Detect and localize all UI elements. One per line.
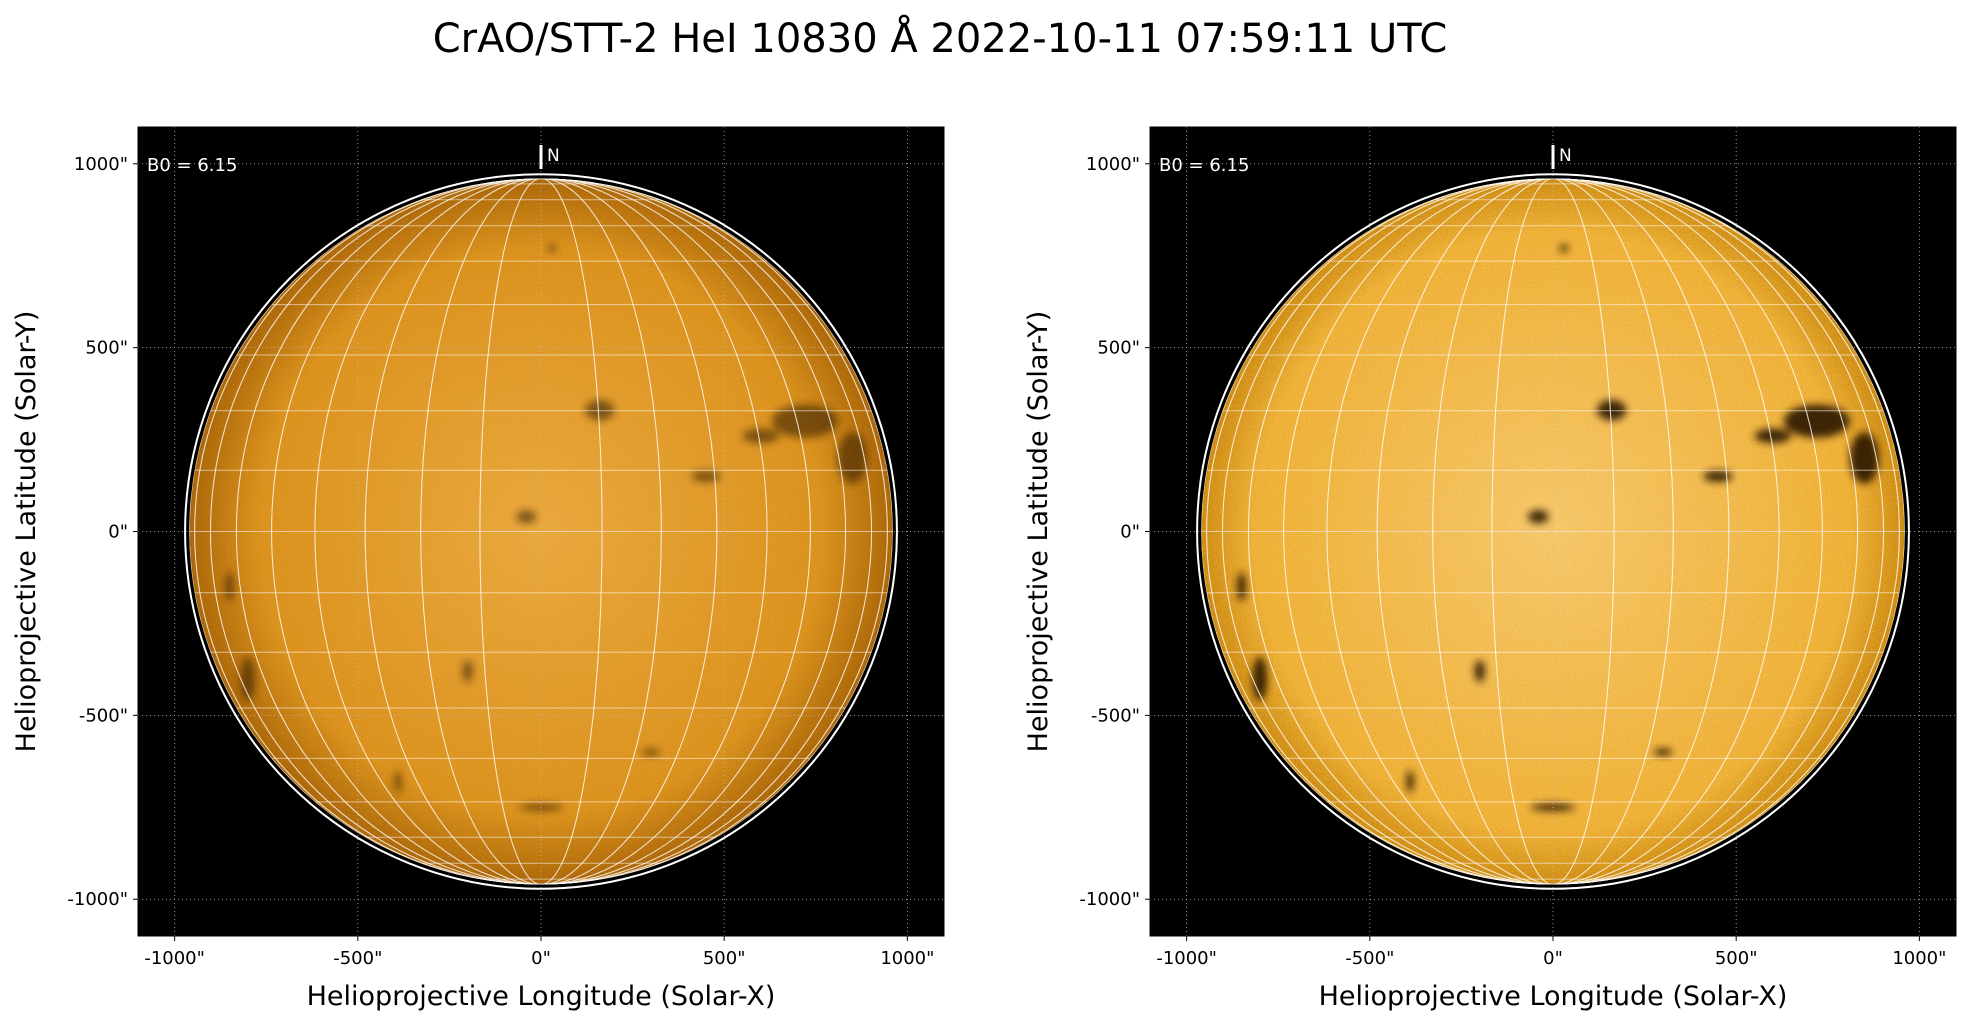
x-tick-label: -1000" (1156, 948, 1217, 969)
solar-limb (184, 173, 898, 890)
longitude-line (420, 178, 662, 885)
dark-feature (837, 432, 868, 484)
dark-feature (1596, 399, 1627, 421)
x-axis-label: Helioprojective Longitude (Solar-X) (1319, 981, 1788, 1012)
y-tick-label: 500" (1097, 338, 1140, 359)
dark-feature (1754, 428, 1792, 444)
y-tick-label: 0" (108, 522, 128, 543)
longitude-line (235, 178, 847, 885)
longitude-line (1432, 178, 1674, 885)
dark-feature (1559, 244, 1569, 253)
dark-feature (547, 244, 557, 253)
x-axis-label: Helioprojective Longitude (Solar-X) (307, 981, 776, 1012)
dark-feature (1703, 470, 1733, 482)
dark-feature (742, 428, 780, 444)
x-tick-label: 1000" (1892, 948, 1946, 969)
dark-feature (225, 571, 234, 602)
solar-limb (1196, 173, 1910, 890)
dark-feature (1528, 510, 1549, 524)
x-tick-label: 0" (531, 948, 551, 969)
dark-feature (1237, 571, 1246, 602)
dark-feature (691, 470, 721, 482)
dark-feature (462, 660, 473, 683)
x-tick-label: -500" (1345, 948, 1394, 969)
b0-annotation: B0 = 6.15 (1159, 155, 1249, 176)
north-label: N (1559, 146, 1572, 166)
longitude-line (1376, 178, 1730, 885)
longitude-line (364, 178, 718, 885)
y-axis-label: Helioprojective Latitude (Solar-Y) (1023, 311, 1054, 753)
y-tick-label: 1000" (1086, 154, 1140, 175)
dark-feature (641, 748, 661, 756)
dark-feature (1474, 660, 1485, 683)
y-tick-label: 500" (85, 338, 128, 359)
y-tick-label: -1000" (1079, 889, 1140, 910)
b0-annotation: B0 = 6.15 (147, 155, 237, 176)
panel: -1000" -500" 0" 500" 1000" -1000" -500" 0" 500" 1… (11, 126, 945, 1012)
x-tick-label: 1000" (880, 948, 934, 969)
y-tick-label: -500" (1091, 705, 1140, 726)
dark-feature (394, 770, 402, 793)
y-tick-label: 1000" (74, 154, 128, 175)
dark-feature (584, 399, 615, 421)
x-tick-label: 500" (703, 948, 746, 969)
x-tick-label: -1000" (144, 948, 205, 969)
dark-feature (1849, 432, 1880, 484)
y-tick-label: -500" (79, 705, 128, 726)
dark-feature (1406, 770, 1414, 793)
x-tick-label: 0" (1543, 948, 1563, 969)
x-tick-label: -500" (333, 948, 382, 969)
figure-title: CrAO/STT-2 HeI 10830 Å 2022-10-11 07:59:… (433, 14, 1448, 62)
panel: -1000" -500" 0" 500" 1000" -1000" -500" 0" 500" 1… (1023, 126, 1957, 1012)
dark-feature (1252, 656, 1268, 701)
axes-frame (137, 126, 945, 937)
dark-feature (1653, 748, 1673, 756)
dark-feature (771, 404, 838, 438)
y-tick-label: 0" (1120, 522, 1140, 543)
x-tick-label: 500" (1715, 948, 1758, 969)
dark-feature (516, 510, 537, 524)
dark-feature (240, 656, 256, 701)
longitude-line (1247, 178, 1859, 885)
north-label: N (547, 146, 560, 166)
y-tick-label: -1000" (67, 889, 128, 910)
dark-feature (1783, 404, 1850, 438)
y-axis-label: Helioprojective Latitude (Solar-Y) (11, 311, 42, 753)
filaments (1237, 244, 1880, 811)
axes-frame (1149, 126, 1957, 937)
